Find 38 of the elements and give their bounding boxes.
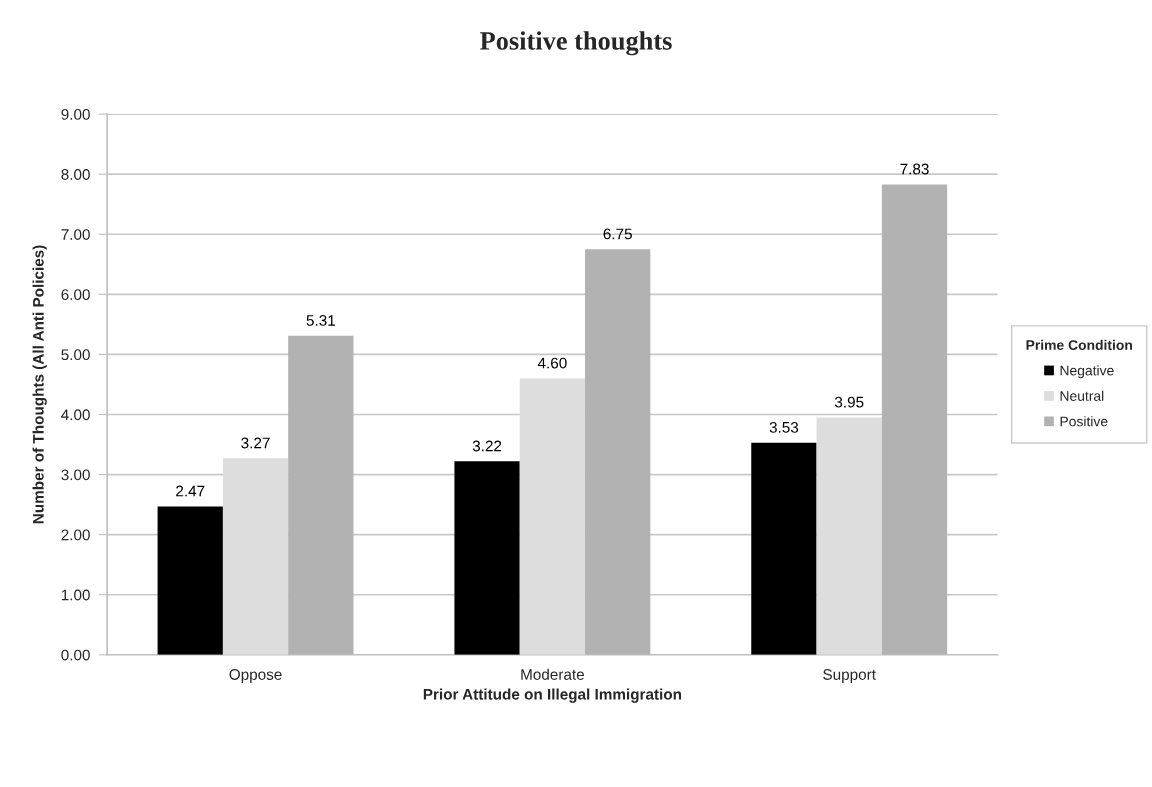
y-tick-label: 0.00 [61,649,90,661]
y-tick-label: 6.00 [61,289,90,301]
bar [157,506,223,655]
bar [222,458,289,655]
y-tick-label: 2.00 [61,529,90,541]
bar [881,184,948,655]
bar [585,249,651,655]
data-label: 4.60 [537,357,567,369]
bar [519,378,586,655]
data-label: 3.53 [769,421,799,433]
bar [816,417,882,655]
y-tick-label: 9.00 [61,108,90,120]
y-tick-label: 4.00 [61,409,90,421]
bar [751,442,817,655]
y-tick-label: 8.00 [61,169,90,180]
y-axis-title: Number of Thoughts (All Anti Policies) [32,245,47,524]
legend-label: Negative [1060,365,1114,379]
x-tick-label: Oppose [229,669,282,683]
y-tick-label: 5.00 [61,349,90,361]
y-tick-label: 3.00 [61,469,90,481]
legend-label: Neutral [1060,390,1104,401]
y-tick-label: 1.00 [61,589,90,601]
bar [288,335,354,655]
data-label: 2.47 [176,485,205,497]
x-tick-label: Moderate [521,668,584,680]
y-tick-label: 7.00 [61,229,90,240]
data-label: 6.75 [603,228,632,240]
legend-label: Positive [1060,416,1108,427]
bar [454,461,520,655]
x-tick-label: Support [823,669,876,683]
legend-title: Prime Condition [1026,339,1132,351]
x-axis-title: Prior Attitude on Illegal Immigration [423,688,682,703]
chart-title: Positive thoughts [480,31,672,56]
data-label: 7.83 [900,163,929,175]
data-label: 3.22 [472,440,502,452]
data-label: 3.95 [834,396,864,408]
data-label: 3.27 [241,437,270,449]
data-label: 5.31 [306,315,335,326]
